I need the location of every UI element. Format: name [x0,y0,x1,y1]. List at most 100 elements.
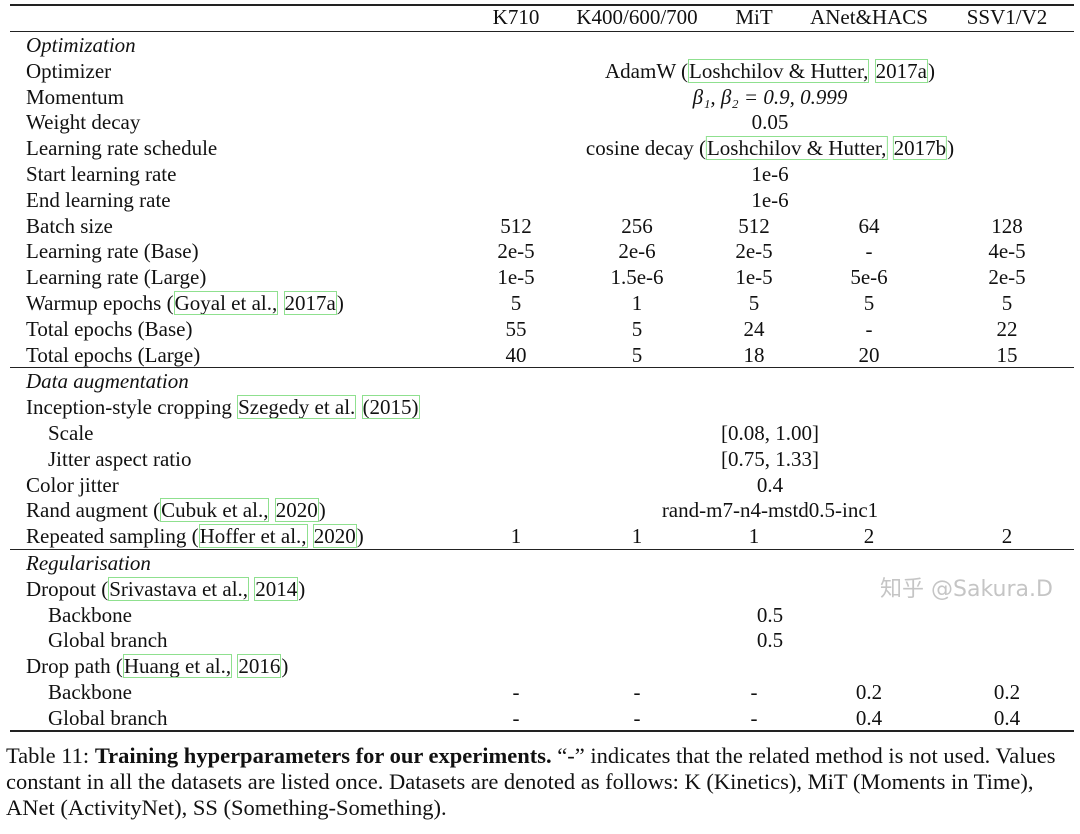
table-cell: 5 [631,342,643,367]
bottom-rule [10,729,1074,732]
citation-link[interactable]: Loshchilov & Hutter, [705,136,888,161]
citation-link[interactable]: 2014 [254,576,299,601]
text-segment: End learning rate [26,187,171,212]
text-segment: Dropout ( [26,576,109,601]
citation-link[interactable]: (2015) [361,395,420,420]
table-row: Scale [0.08, 1.00] [0,420,1080,446]
citation-link[interactable]: 2017a [283,291,337,315]
citation-link[interactable]: 2020 [274,498,319,523]
table-cell: - [750,680,758,704]
citation-link[interactable]: Loshchilov & Hutter, [688,58,870,83]
caption-text: “-” indicates that the related method is… [6,743,1056,820]
row-label: Backbone [48,602,132,628]
text-segment: ) [927,58,935,83]
text-segment: Momentum [26,84,124,109]
table-cell: 512 [500,213,532,238]
text-segment: ) [356,524,364,549]
table-cell: - [633,705,641,730]
table-row: Color jitter 0.4 [0,472,1080,498]
text-segment: Color jitter [26,472,119,497]
citation-link[interactable]: Goyal et al., [173,291,279,315]
text-segment: ) [336,291,344,315]
text-segment: Repeated sampling ( [26,524,199,549]
section-header-row: Optimization [0,32,1080,58]
citation-link[interactable]: Huang et al., [122,654,233,679]
header-row: K710 K400/600/700 MiT ANet&HACS SSV1/V2 [0,4,1080,30]
citation-link[interactable]: 2017a [874,58,928,83]
table-row: Start learning rate 1e-6 [0,161,1080,187]
text-segment: AdamW ( [605,58,689,83]
citation-link[interactable]: Szegedy et al. [237,395,357,420]
text-segment: ) [281,654,289,679]
table-cell: 64 [858,213,880,238]
table-row: Global branch 0.5 [0,627,1080,653]
table-row: End learning rate 1e-6 [0,187,1080,213]
row-label: Jitter aspect ratio [48,446,191,472]
text-segment: Warmup epochs ( [26,291,174,315]
text-segment: Learning rate (Base) [26,239,199,264]
caption-title: Training hyperparameters for our experim… [94,743,552,768]
table-cell: 5 [748,291,760,315]
table-row: Batch size 512 256 512 64 128 [0,213,1080,239]
table-row: Total epochs (Base) 55 5 24-22 [0,316,1080,342]
table-row: Warmup epochs (Goyal et al., 2017a) 5 1 5 5 5 [0,290,1080,316]
table-cell: - [865,316,873,341]
text-segment: Backbone [48,602,132,627]
table-cell: 5e-6 [850,265,888,290]
text-segment: Learning rate (Large) [26,265,207,290]
text-segment: [0.75, 1.33] [721,446,819,471]
text-segment: Drop path ( [26,654,123,679]
table-cell: 20 [858,342,880,367]
column-header: K400/600/700 [576,5,698,29]
table-row: Drop path (Huang et al., 2016) [0,653,1080,679]
table-row: Learning rate (Large) 1e-5 1.5e-6 1e-5 5e-6 2… [0,264,1080,290]
table-row: Total epochs (Large) 40 5 18 20 15 [0,342,1080,368]
row-label: Total epochs (Large) [26,342,200,368]
text-segment: cosine decay ( [585,136,706,161]
table-cell: 0.4 [993,705,1021,730]
table-cell: 1.5e-6 [610,265,664,290]
spanning-value: 0.05 [752,109,789,135]
row-label: Batch size [26,213,113,239]
spanning-value: 1e-6 [751,161,788,187]
row-label: Learning rate (Base) [26,238,199,264]
citation-link[interactable]: Srivastava et al., [108,576,250,601]
table-caption: Table 11: Training hyperparameters for o… [6,743,1078,821]
text-segment: rand-m7-n4-mstd0.5-inc1 [661,498,879,523]
table-cell: 0.4 [855,705,883,730]
table-cell: 5 [863,291,875,315]
table-cell: - [512,680,520,704]
row-label: Global branch [48,627,168,653]
column-header: ANet&HACS [810,5,928,29]
table-cell: 5 [1001,291,1013,315]
text-segment: Backbone [48,680,132,704]
table-cell: 22 [996,316,1018,341]
text-segment [308,524,313,548]
text-segment: [0.08, 1.00] [721,421,819,445]
row-label: Backbone [48,679,132,705]
table-cell: - [865,239,873,264]
citation-link[interactable]: 2017b [892,136,948,161]
citation-link[interactable]: 2020 [312,524,357,549]
row-label: Optimizer [26,58,111,84]
table-cell: 2e-5 [988,265,1026,290]
citation-link[interactable]: Cubuk et al., [160,498,270,523]
citation-link[interactable]: 2016 [237,654,282,679]
citation-link[interactable]: Hoffer et al., [198,524,308,549]
table-cell: 1e-5 [735,265,773,290]
row-label: Dropout (Srivastava et al., 2014) [26,576,305,602]
caption-number: Table 11: [6,743,90,768]
table-cell: 2e-5 [497,239,535,264]
table-row: Global branch - - - 0.4 0.4 [0,705,1080,731]
table-row: Dropout (Srivastava et al., 2014) [0,576,1080,602]
table-row: Optimizer AdamW (Loshchilov & Hutter, 201… [0,58,1080,84]
text-segment: ) [947,136,955,161]
row-label: Warmup epochs (Goyal et al., 2017a) [26,290,344,316]
math-expression: β₁, β₂ = 0.9, 0.999 [692,84,848,109]
row-label: Rand augment (Cubuk et al., 2020) [26,497,326,523]
spanning-value: [0.75, 1.33] [721,446,819,472]
table-cell: 2 [1001,524,1013,549]
row-label: Scale [48,420,93,446]
text-segment: 0.5 [756,628,784,653]
table-cell: - [633,680,641,704]
